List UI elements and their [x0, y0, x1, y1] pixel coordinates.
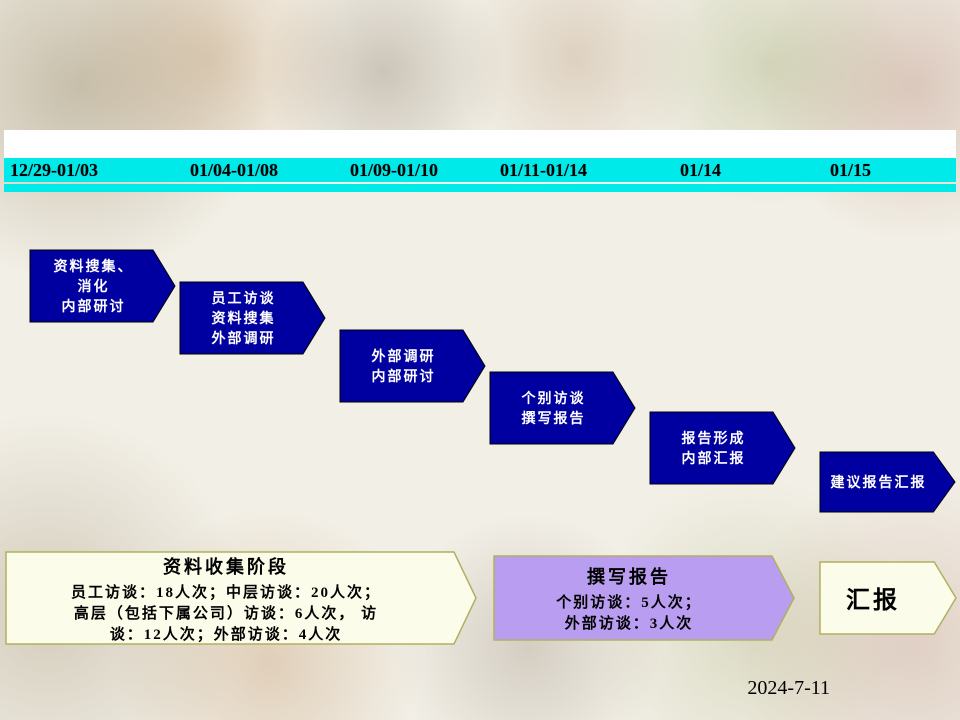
summary-1: 撰写报告个别访谈：5人次；外部访谈：3人次 [494, 556, 774, 640]
summary-0-title: 资料收集阶段 [163, 553, 289, 579]
timeline-date-1: 01/04-01/08 [190, 160, 278, 181]
timeline-date-3: 01/11-01/14 [500, 160, 587, 181]
summary-0-line-0: 员工访谈：18人次；中层访谈：20人次； [71, 581, 381, 602]
summary-2-title: 汇报 [846, 580, 900, 615]
summary-1-line-0: 个别访谈：5人次； [556, 591, 702, 612]
stage-1-line-0: 员工访谈 [212, 288, 276, 308]
timeline-date-0: 12/29-01/03 [10, 160, 98, 181]
stage-2-line-1: 内部研讨 [372, 366, 436, 386]
stage-5-line-0: 建议报告汇报 [831, 472, 927, 492]
summary-2: 汇报 [820, 562, 936, 634]
summary-1-title: 撰写报告 [587, 563, 671, 589]
timeline-date-5: 01/15 [830, 160, 871, 181]
summary-0-line-2: 谈：12人次；外部访谈：4人次 [110, 623, 343, 644]
stage-0-line-1: 消化 [78, 276, 110, 296]
stage-0: 资料搜集、消化内部研讨 [30, 250, 157, 322]
stage-4: 报告形成内部汇报 [650, 412, 777, 484]
stage-0-line-0: 资料搜集、 [54, 256, 134, 276]
timeline-cyan-foot [4, 184, 956, 192]
timeline-date-2: 01/09-01/10 [350, 160, 438, 181]
stage-3: 个别访谈撰写报告 [490, 372, 617, 444]
timeline-cyan-bar [4, 158, 956, 182]
timeline-white-bar [4, 130, 956, 158]
stage-2-line-0: 外部调研 [372, 346, 436, 366]
stage-2: 外部调研内部研讨 [340, 330, 467, 402]
stage-5: 建议报告汇报 [820, 452, 937, 512]
summary-0: 资料收集阶段员工访谈：18人次；中层访谈：20人次；高层（包括下属公司）访谈：6… [6, 552, 456, 644]
footer-date: 2024-7-11 [747, 677, 830, 700]
summary-1-line-1: 外部访谈：3人次 [565, 612, 694, 633]
stage-1-line-2: 外部调研 [212, 328, 276, 348]
summary-0-line-1: 高层（包括下属公司）访谈：6人次， 访 [74, 602, 378, 623]
stage-3-line-0: 个别访谈 [522, 388, 586, 408]
stage-4-line-0: 报告形成 [682, 428, 746, 448]
stage-3-line-1: 撰写报告 [522, 408, 586, 428]
stage-1: 员工访谈资料搜集外部调研 [180, 282, 307, 354]
stage-0-line-2: 内部研讨 [62, 296, 126, 316]
timeline-date-4: 01/14 [680, 160, 721, 181]
stage-4-line-1: 内部汇报 [682, 448, 746, 468]
stage-1-line-1: 资料搜集 [212, 308, 276, 328]
